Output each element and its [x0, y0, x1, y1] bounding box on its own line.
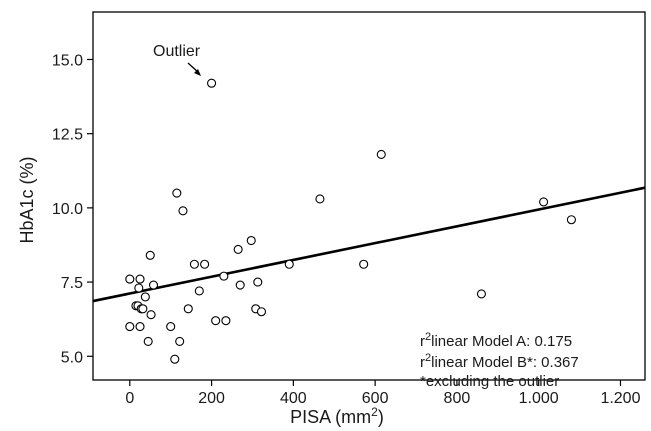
- x-tick-label: 600: [362, 390, 389, 407]
- data-point: [183, 304, 193, 314]
- data-point: [125, 274, 135, 284]
- x-tick-label: 200: [198, 390, 225, 407]
- y-tick-label: 12.5: [52, 127, 83, 144]
- data-point: [178, 206, 188, 216]
- data-point: [221, 316, 231, 326]
- data-point: [476, 289, 486, 299]
- x-axis-label: PISA (mm2): [290, 405, 384, 427]
- data-point: [315, 194, 325, 204]
- data-point: [138, 304, 148, 314]
- data-point: [284, 259, 294, 269]
- data-point: [145, 250, 155, 260]
- y-tick-label: 5.0: [61, 349, 83, 366]
- data-point: [146, 310, 156, 320]
- x-tick-label: 0: [125, 390, 134, 407]
- data-point: [359, 259, 369, 269]
- data-point: [134, 283, 144, 293]
- annotation-note: *excluding the outlier: [420, 373, 559, 390]
- outlier-arrow-head: [194, 69, 201, 76]
- regression-line: [92, 186, 646, 303]
- data-point: [140, 292, 150, 302]
- annotation-line-a: r2linear Model A: 0.175: [420, 331, 572, 350]
- data-point: [233, 244, 243, 254]
- x-tick-label: 800: [444, 390, 471, 407]
- data-point: [211, 316, 221, 326]
- data-point: [175, 336, 185, 346]
- data-point: [135, 274, 145, 284]
- data-point: [148, 280, 159, 290]
- y-tick-label: 7.5: [61, 275, 83, 292]
- data-point: [125, 322, 135, 332]
- annotation-line-b: r2linear Model B*: 0.367: [420, 352, 579, 371]
- axis-ticks: 0 200 400 600 800 1.000 1.200 5.0 7.5 10.0 12.5 15.…: [52, 52, 641, 407]
- x-tick-label: 400: [280, 390, 307, 407]
- data-point: [200, 259, 210, 269]
- data-point: [539, 197, 549, 207]
- data-point: [235, 280, 245, 290]
- model-annotation: r2linear Model A: 0.175 r2linear Model B…: [420, 331, 579, 390]
- data-point: [256, 307, 267, 317]
- data-points: [125, 78, 576, 364]
- outlier-label: Outlier: [153, 43, 201, 60]
- data-point: [135, 322, 145, 332]
- data-point: [219, 271, 229, 281]
- data-point: [253, 277, 263, 287]
- y-tick-label: 15.0: [52, 52, 83, 69]
- plot-frame: [92, 11, 646, 381]
- data-point: [170, 354, 180, 364]
- data-point: [566, 215, 576, 225]
- data-point: [207, 78, 217, 88]
- data-point: [143, 336, 153, 346]
- data-point: [376, 149, 386, 160]
- x-tick-label: 1.000: [519, 390, 559, 407]
- data-point: [194, 286, 204, 296]
- x-tick-label: 1.200: [600, 390, 640, 407]
- data-point: [189, 259, 199, 269]
- data-point: [246, 235, 256, 246]
- data-point: [166, 322, 176, 332]
- y-axis-label: HbA1c (%): [17, 156, 37, 243]
- y-tick-label: 10.0: [52, 201, 83, 218]
- data-point: [172, 188, 182, 198]
- outlier-annotation: Outlier: [153, 43, 201, 76]
